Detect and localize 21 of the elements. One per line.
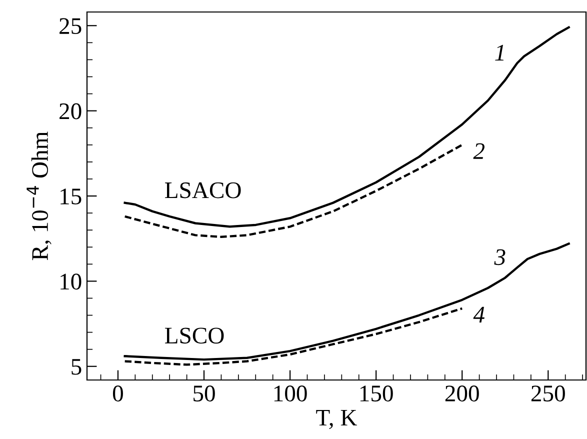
x-tick-label: 50 <box>194 386 215 402</box>
y-tick-label: 20 <box>60 103 82 120</box>
series-label: 3 <box>494 249 506 266</box>
y-tick-label: 25 <box>60 18 82 34</box>
series-label: 2 <box>473 143 485 159</box>
x-tick-label: 0 <box>112 386 123 402</box>
series-label: 1 <box>495 44 504 60</box>
annotation: LSACO <box>165 182 241 198</box>
series-label: 4 <box>473 306 484 322</box>
y-axis-title: R, 10$^{−4}$ Ohm <box>26 132 52 260</box>
x-tick-label: 200 <box>445 386 479 402</box>
y-tick-label: 5 <box>72 359 82 375</box>
y-tick-label: 10 <box>60 274 82 290</box>
x-tick-label: 150 <box>360 386 393 402</box>
x-tick-label: 100 <box>274 386 307 402</box>
x-axis-title: T, K <box>316 410 358 430</box>
line-series <box>124 144 464 238</box>
annotation: LSCO <box>165 328 224 344</box>
y-tick-label: 15 <box>60 188 82 204</box>
line-series <box>124 26 570 228</box>
x-tick-label: 250 <box>531 386 565 402</box>
